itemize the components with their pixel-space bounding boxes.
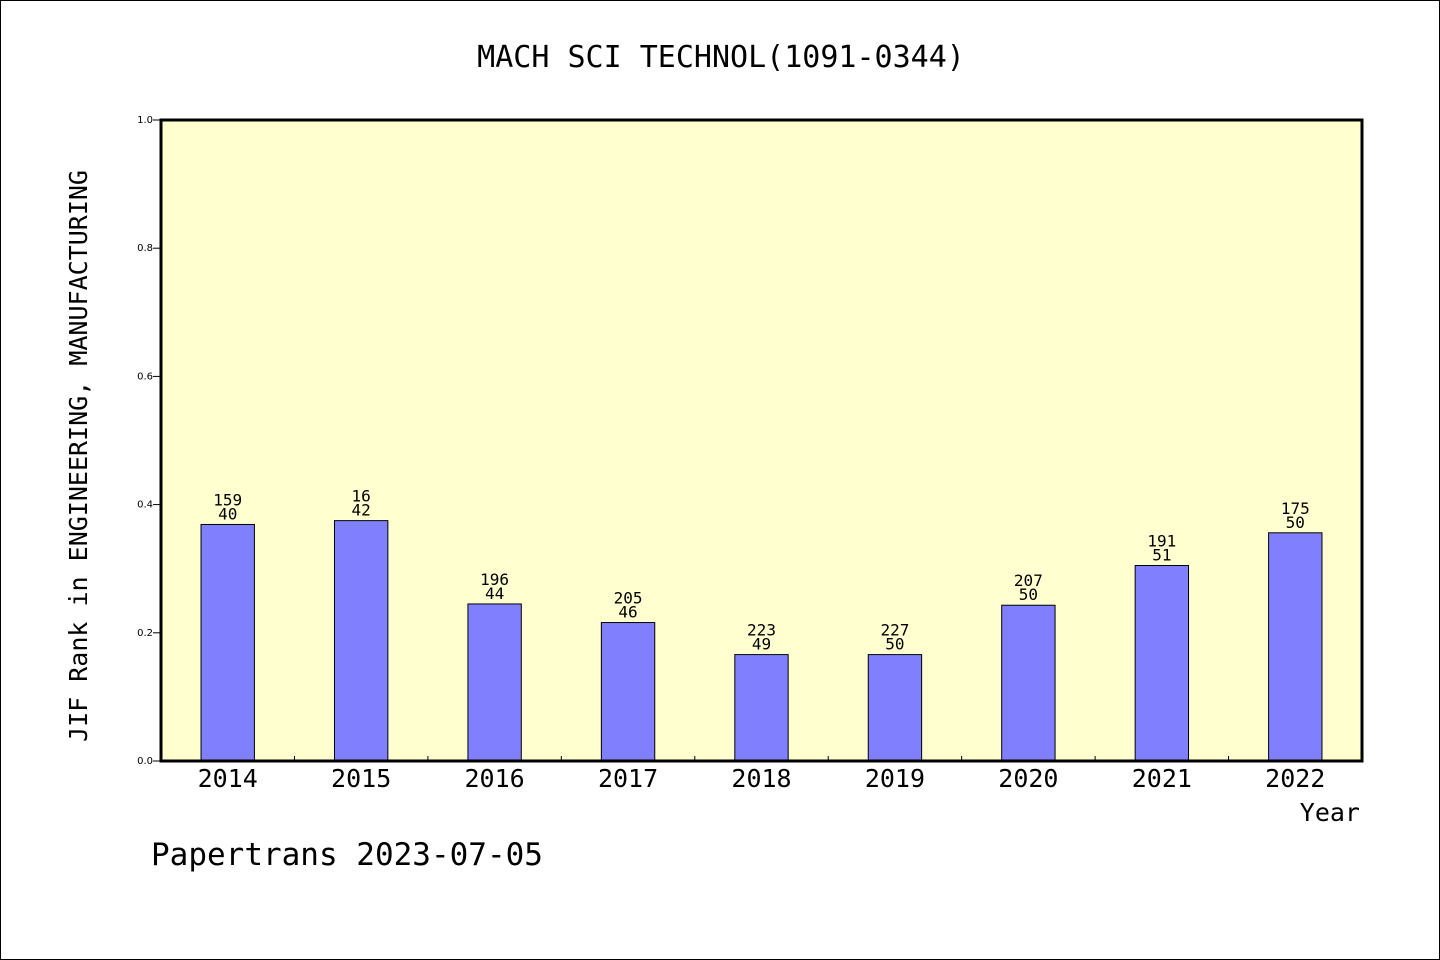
bar [600, 622, 656, 762]
bar [1268, 532, 1323, 762]
y-axis-label: JIF Rank in ENGINEERING, MANUFACTURING [64, 170, 93, 742]
y-tick-label: 0.6 [137, 371, 153, 382]
bar [200, 523, 255, 762]
bar [467, 603, 522, 762]
bar [1001, 604, 1056, 762]
x-tick-label: 2021 [1132, 764, 1192, 793]
y-tick-label: 0.2 [137, 628, 153, 639]
y-tick-label: 1.0 [137, 115, 153, 126]
bar-label-total: 16 [352, 487, 371, 506]
bar [734, 654, 789, 762]
x-axis: 2014 2015 2016 2017 2018 2019 2020 2021 2022 [198, 756, 1325, 793]
bar-label-rank: 44 [485, 584, 504, 603]
bar [867, 654, 923, 762]
x-tick-label: 2016 [465, 764, 525, 793]
bar [1134, 564, 1190, 762]
bar-label-rank: 51 [1152, 545, 1171, 564]
bar-series [200, 520, 1323, 762]
x-tick-label: 2014 [198, 764, 258, 793]
x-tick-label: 2015 [331, 764, 391, 793]
chart-title: MACH SCI TECHNOL(1091-0344) [477, 40, 965, 75]
x-tick-label: 2022 [1265, 764, 1325, 793]
bar-label-total: 159 [213, 490, 242, 509]
y-tick-label: 0.4 [137, 500, 153, 511]
bar-label-total: 227 [880, 621, 909, 640]
y-tick-label: 0.0 [137, 756, 153, 767]
x-tick-label: 2019 [865, 764, 925, 793]
plot-frame [159, 118, 1364, 763]
bar-label-rank: 40 [218, 504, 237, 523]
bar-label-rank: 50 [1286, 513, 1305, 532]
footer-text: Papertrans 2023-07-05 [151, 837, 543, 873]
bar-label-total: 191 [1147, 531, 1176, 550]
bar-label-rank: 50 [885, 635, 904, 654]
bar-label-rank: 46 [618, 603, 637, 622]
y-axis: 0.0 0.2 0.4 0.6 0.8 1.0 [137, 115, 161, 767]
x-tick-label: 2018 [731, 764, 791, 793]
bar [333, 520, 389, 762]
bar-label-total: 205 [614, 589, 643, 608]
y-tick-label: 0.8 [137, 243, 153, 254]
x-tick-label: 2017 [598, 764, 658, 793]
bar-label-total: 196 [480, 570, 509, 589]
x-axis-label: Year [1300, 798, 1360, 827]
bar-label-total: 207 [1014, 571, 1043, 590]
bar-label-rank: 50 [1019, 585, 1038, 604]
bar-label-rank: 49 [752, 635, 771, 654]
bar-label-total: 175 [1281, 499, 1310, 518]
bar-label-rank: 42 [352, 501, 371, 520]
x-tick-label: 2020 [998, 764, 1058, 793]
bar-label-total: 223 [747, 621, 776, 640]
